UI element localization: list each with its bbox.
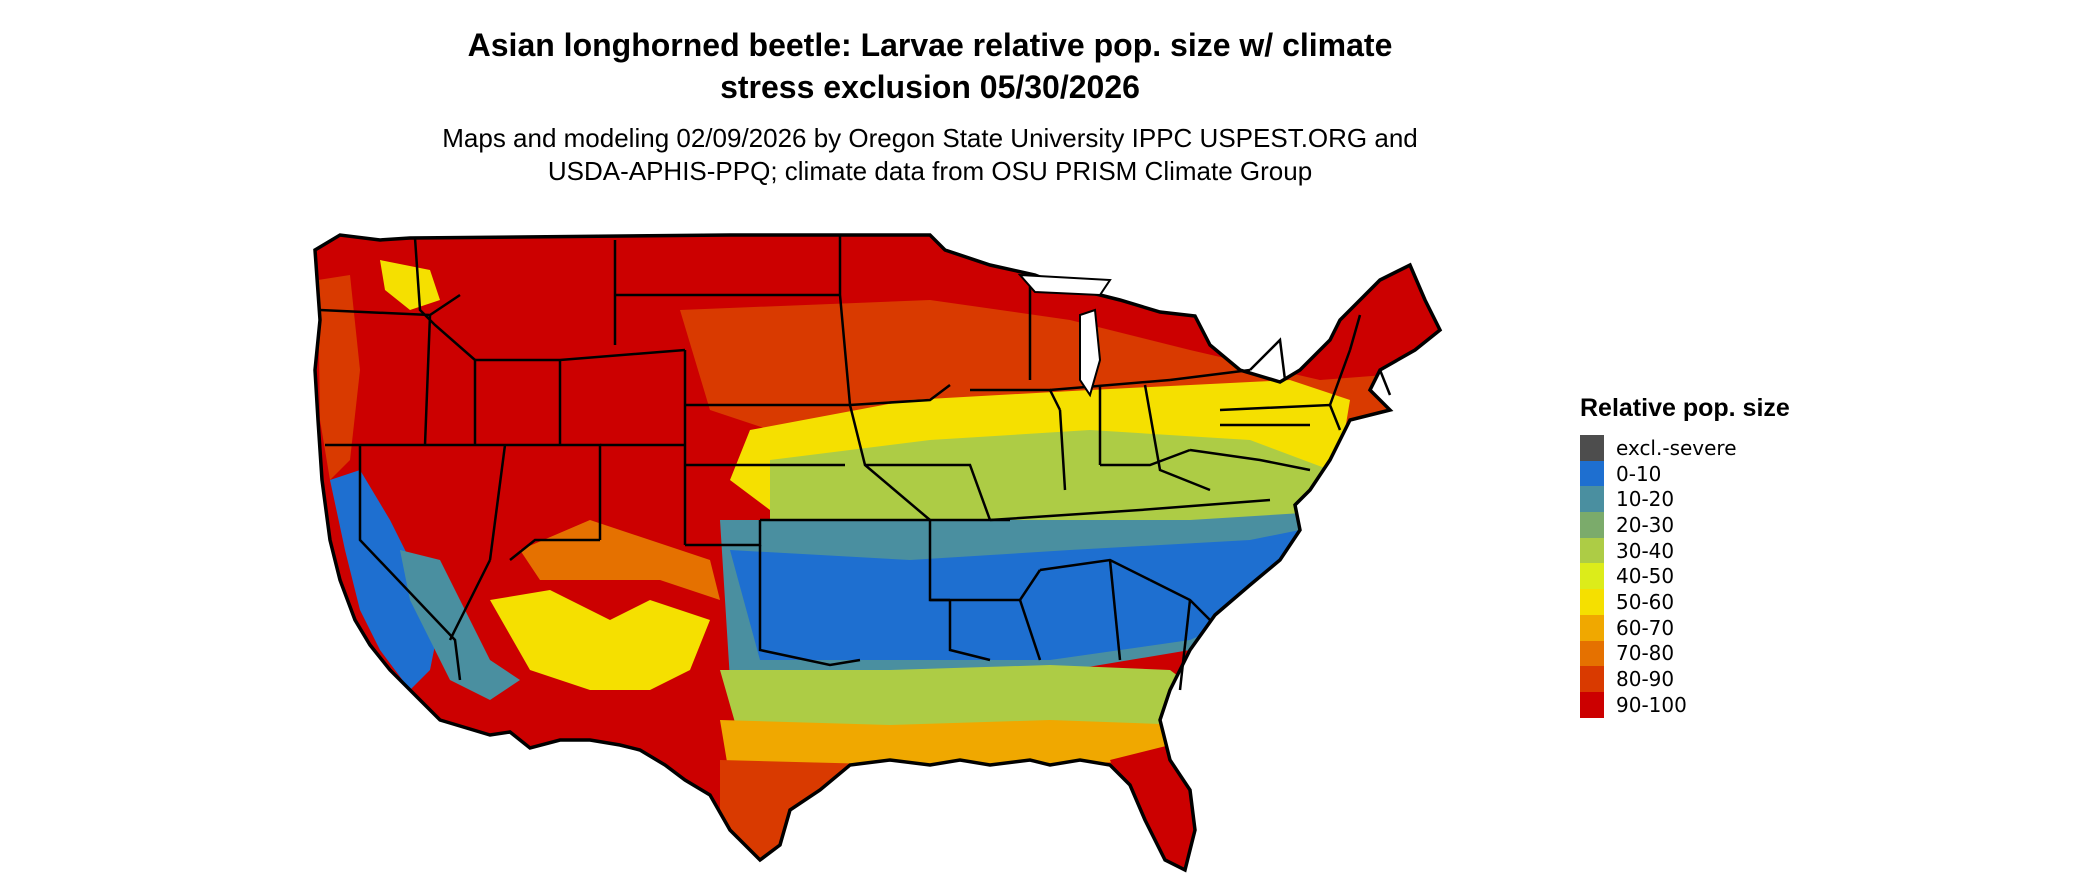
map-title: Asian longhorned beetle: Larvae relative… [0, 24, 1860, 108]
legend-item: 10-20 [1580, 486, 1790, 513]
state-borders [319, 235, 1392, 691]
legend-item: 20-30 [1580, 512, 1790, 538]
legend-item: 40-50 [1580, 563, 1790, 590]
lake-superior [1017, 273, 1112, 297]
region-west-coast-orange [318, 275, 360, 480]
region-nw-yellow [380, 260, 440, 310]
map-subtitle: Maps and modeling 02/09/2026 by Oregon S… [0, 122, 1860, 188]
legend-swatch [1580, 666, 1604, 692]
legend-label: 50-60 [1616, 589, 1675, 614]
legend-swatch [1580, 563, 1604, 590]
region-florida [1110, 740, 1220, 870]
legend-swatch [1580, 614, 1604, 641]
subtitle-line-2: USDA-APHIS-PPQ; climate data from OSU PR… [547, 156, 1313, 186]
region-california-valley [330, 470, 440, 690]
legend-swatch [1580, 691, 1604, 718]
legend-swatch [1580, 486, 1604, 513]
legend-swatch [1580, 640, 1604, 667]
region-southwest-yellow [490, 590, 710, 690]
legend-title: Relative pop. size [1580, 394, 1790, 422]
us-map [313, 233, 1442, 872]
legend-label: 20-30 [1616, 512, 1675, 537]
legend-label: 30-40 [1616, 538, 1675, 563]
legend-label: 60-70 [1616, 615, 1675, 640]
legend: Relative pop. size excl.-severe 0-10 10-… [1580, 394, 1790, 718]
legend-label: 40-50 [1616, 564, 1675, 589]
legend-swatch [1580, 435, 1604, 461]
legend-label: 80-90 [1616, 667, 1675, 692]
subtitle-line-1: Maps and modeling 02/09/2026 by Oregon S… [442, 123, 1418, 153]
legend-label: 90-100 [1616, 692, 1687, 717]
legend-item: 90-100 [1580, 691, 1790, 718]
region-california-band [400, 550, 520, 700]
legend-item: 30-40 [1580, 537, 1790, 564]
title-line-2: stress exclusion 05/30/2026 [720, 69, 1140, 105]
population-regions [315, 235, 1440, 870]
lake-michigan [1079, 308, 1102, 398]
legend-swatch [1580, 537, 1604, 564]
title-line-1: Asian longhorned beetle: Larvae relative… [467, 27, 1393, 63]
legend-swatch [1580, 589, 1604, 615]
region-deep-south [730, 520, 1350, 660]
legend-swatch [1580, 460, 1604, 487]
legend-item: 50-60 [1580, 589, 1790, 615]
legend-label: 10-20 [1616, 487, 1675, 512]
legend-item: 70-80 [1580, 640, 1790, 667]
legend-label: 0-10 [1616, 461, 1662, 486]
legend-label: 70-80 [1616, 641, 1675, 666]
legend-swatch [1580, 512, 1604, 538]
legend-item: 0-10 [1580, 460, 1790, 487]
legend-item: 80-90 [1580, 666, 1790, 692]
legend-item: excl.-severe [1580, 435, 1790, 461]
legend-label: excl.-severe [1616, 435, 1737, 460]
legend-item: 60-70 [1580, 614, 1790, 641]
lakes [1017, 273, 1112, 398]
